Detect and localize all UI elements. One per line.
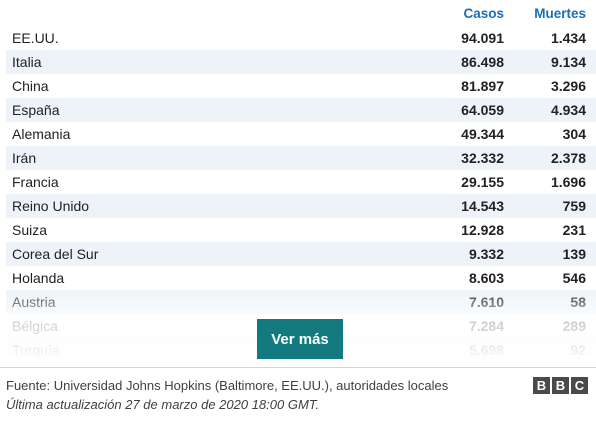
deaths-cell: 1.696 bbox=[550, 174, 586, 190]
country-cell: Irán bbox=[12, 150, 37, 166]
country-cell: Corea del Sur bbox=[12, 246, 99, 262]
deaths-cell: 546 bbox=[562, 270, 586, 286]
cases-cell: 81.897 bbox=[461, 78, 504, 94]
bbc-logo: B B C bbox=[533, 377, 588, 394]
cases-cell: 8.603 bbox=[468, 270, 504, 286]
country-cell: Italia bbox=[12, 54, 42, 70]
table-row: Italia 86.498 9.134 bbox=[6, 50, 596, 74]
table-row: Holanda 8.603 546 bbox=[6, 266, 596, 290]
country-cell: España bbox=[12, 102, 60, 118]
deaths-cell: 1.434 bbox=[550, 30, 586, 46]
country-cell: Bélgica bbox=[12, 318, 58, 334]
table-row: Corea del Sur 9.332 139 bbox=[6, 242, 596, 266]
country-cell: Francia bbox=[12, 174, 59, 190]
divider bbox=[0, 367, 596, 368]
cases-cell: 7.610 bbox=[468, 294, 504, 310]
logo-letter: B bbox=[533, 377, 550, 394]
footer: Fuente: Universidad Johns Hopkins (Balti… bbox=[6, 376, 526, 414]
country-cell: Reino Unido bbox=[12, 198, 90, 214]
table-row: Alemania 49.344 304 bbox=[6, 122, 596, 146]
table-row: Irán 32.332 2.378 bbox=[6, 146, 596, 170]
cases-cell: 12.928 bbox=[461, 222, 504, 238]
cases-cell: 86.498 bbox=[461, 54, 504, 70]
cases-cell: 32.332 bbox=[461, 150, 504, 166]
cases-cell: 49.344 bbox=[461, 126, 504, 142]
cases-cell: 94.091 bbox=[461, 30, 504, 46]
deaths-cell: 92 bbox=[570, 342, 586, 358]
cases-cell: 5.698 bbox=[468, 342, 504, 358]
updated-text: Última actualización 27 de marzo de 2020… bbox=[6, 397, 320, 412]
deaths-cell: 9.134 bbox=[550, 54, 586, 70]
table-row: Francia 29.155 1.696 bbox=[6, 170, 596, 194]
cases-table: Casos Muertes EE.UU. 94.091 1.434 Italia 86.… bbox=[6, 0, 596, 358]
deaths-cell: 304 bbox=[562, 126, 586, 142]
logo-letter: B bbox=[552, 377, 569, 394]
country-cell: Alemania bbox=[12, 126, 71, 142]
cases-cell: 64.059 bbox=[461, 102, 504, 118]
deaths-cell: 139 bbox=[562, 246, 586, 262]
country-cell: EE.UU. bbox=[12, 30, 59, 46]
table-body: EE.UU. 94.091 1.434 Italia 86.498 9.134 China 8… bbox=[6, 26, 596, 358]
deaths-cell: 759 bbox=[562, 198, 586, 214]
country-cell: Holanda bbox=[12, 270, 65, 286]
country-cell: Suiza bbox=[12, 222, 48, 238]
ver-mas-button[interactable]: Ver más bbox=[257, 319, 343, 359]
table-row: Reino Unido 14.543 759 bbox=[6, 194, 596, 218]
deaths-cell: 58 bbox=[570, 294, 586, 310]
cases-cell: 9.332 bbox=[468, 246, 504, 262]
deaths-cell: 231 bbox=[562, 222, 586, 238]
table-header: Casos Muertes bbox=[6, 0, 596, 26]
cases-cell: 29.155 bbox=[461, 174, 504, 190]
table-row: Suiza 12.928 231 bbox=[6, 218, 596, 242]
logo-letter: C bbox=[571, 377, 588, 394]
deaths-cell: 2.378 bbox=[550, 150, 586, 166]
deaths-cell: 289 bbox=[562, 318, 586, 334]
source-text: Fuente: Universidad Johns Hopkins (Balti… bbox=[6, 378, 449, 393]
table-row: China 81.897 3.296 bbox=[6, 74, 596, 98]
table-row: Austria 7.610 58 bbox=[6, 290, 596, 314]
table-row: España 64.059 4.934 bbox=[6, 98, 596, 122]
header-cases: Casos bbox=[463, 6, 504, 21]
header-deaths: Muertes bbox=[534, 6, 586, 21]
country-cell: Turquía bbox=[12, 342, 60, 358]
cases-cell: 7.284 bbox=[468, 318, 504, 334]
country-cell: China bbox=[12, 78, 49, 94]
deaths-cell: 3.296 bbox=[550, 78, 586, 94]
deaths-cell: 4.934 bbox=[550, 102, 586, 118]
country-cell: Austria bbox=[12, 294, 56, 310]
table-row: EE.UU. 94.091 1.434 bbox=[6, 26, 596, 50]
cases-cell: 14.543 bbox=[461, 198, 504, 214]
